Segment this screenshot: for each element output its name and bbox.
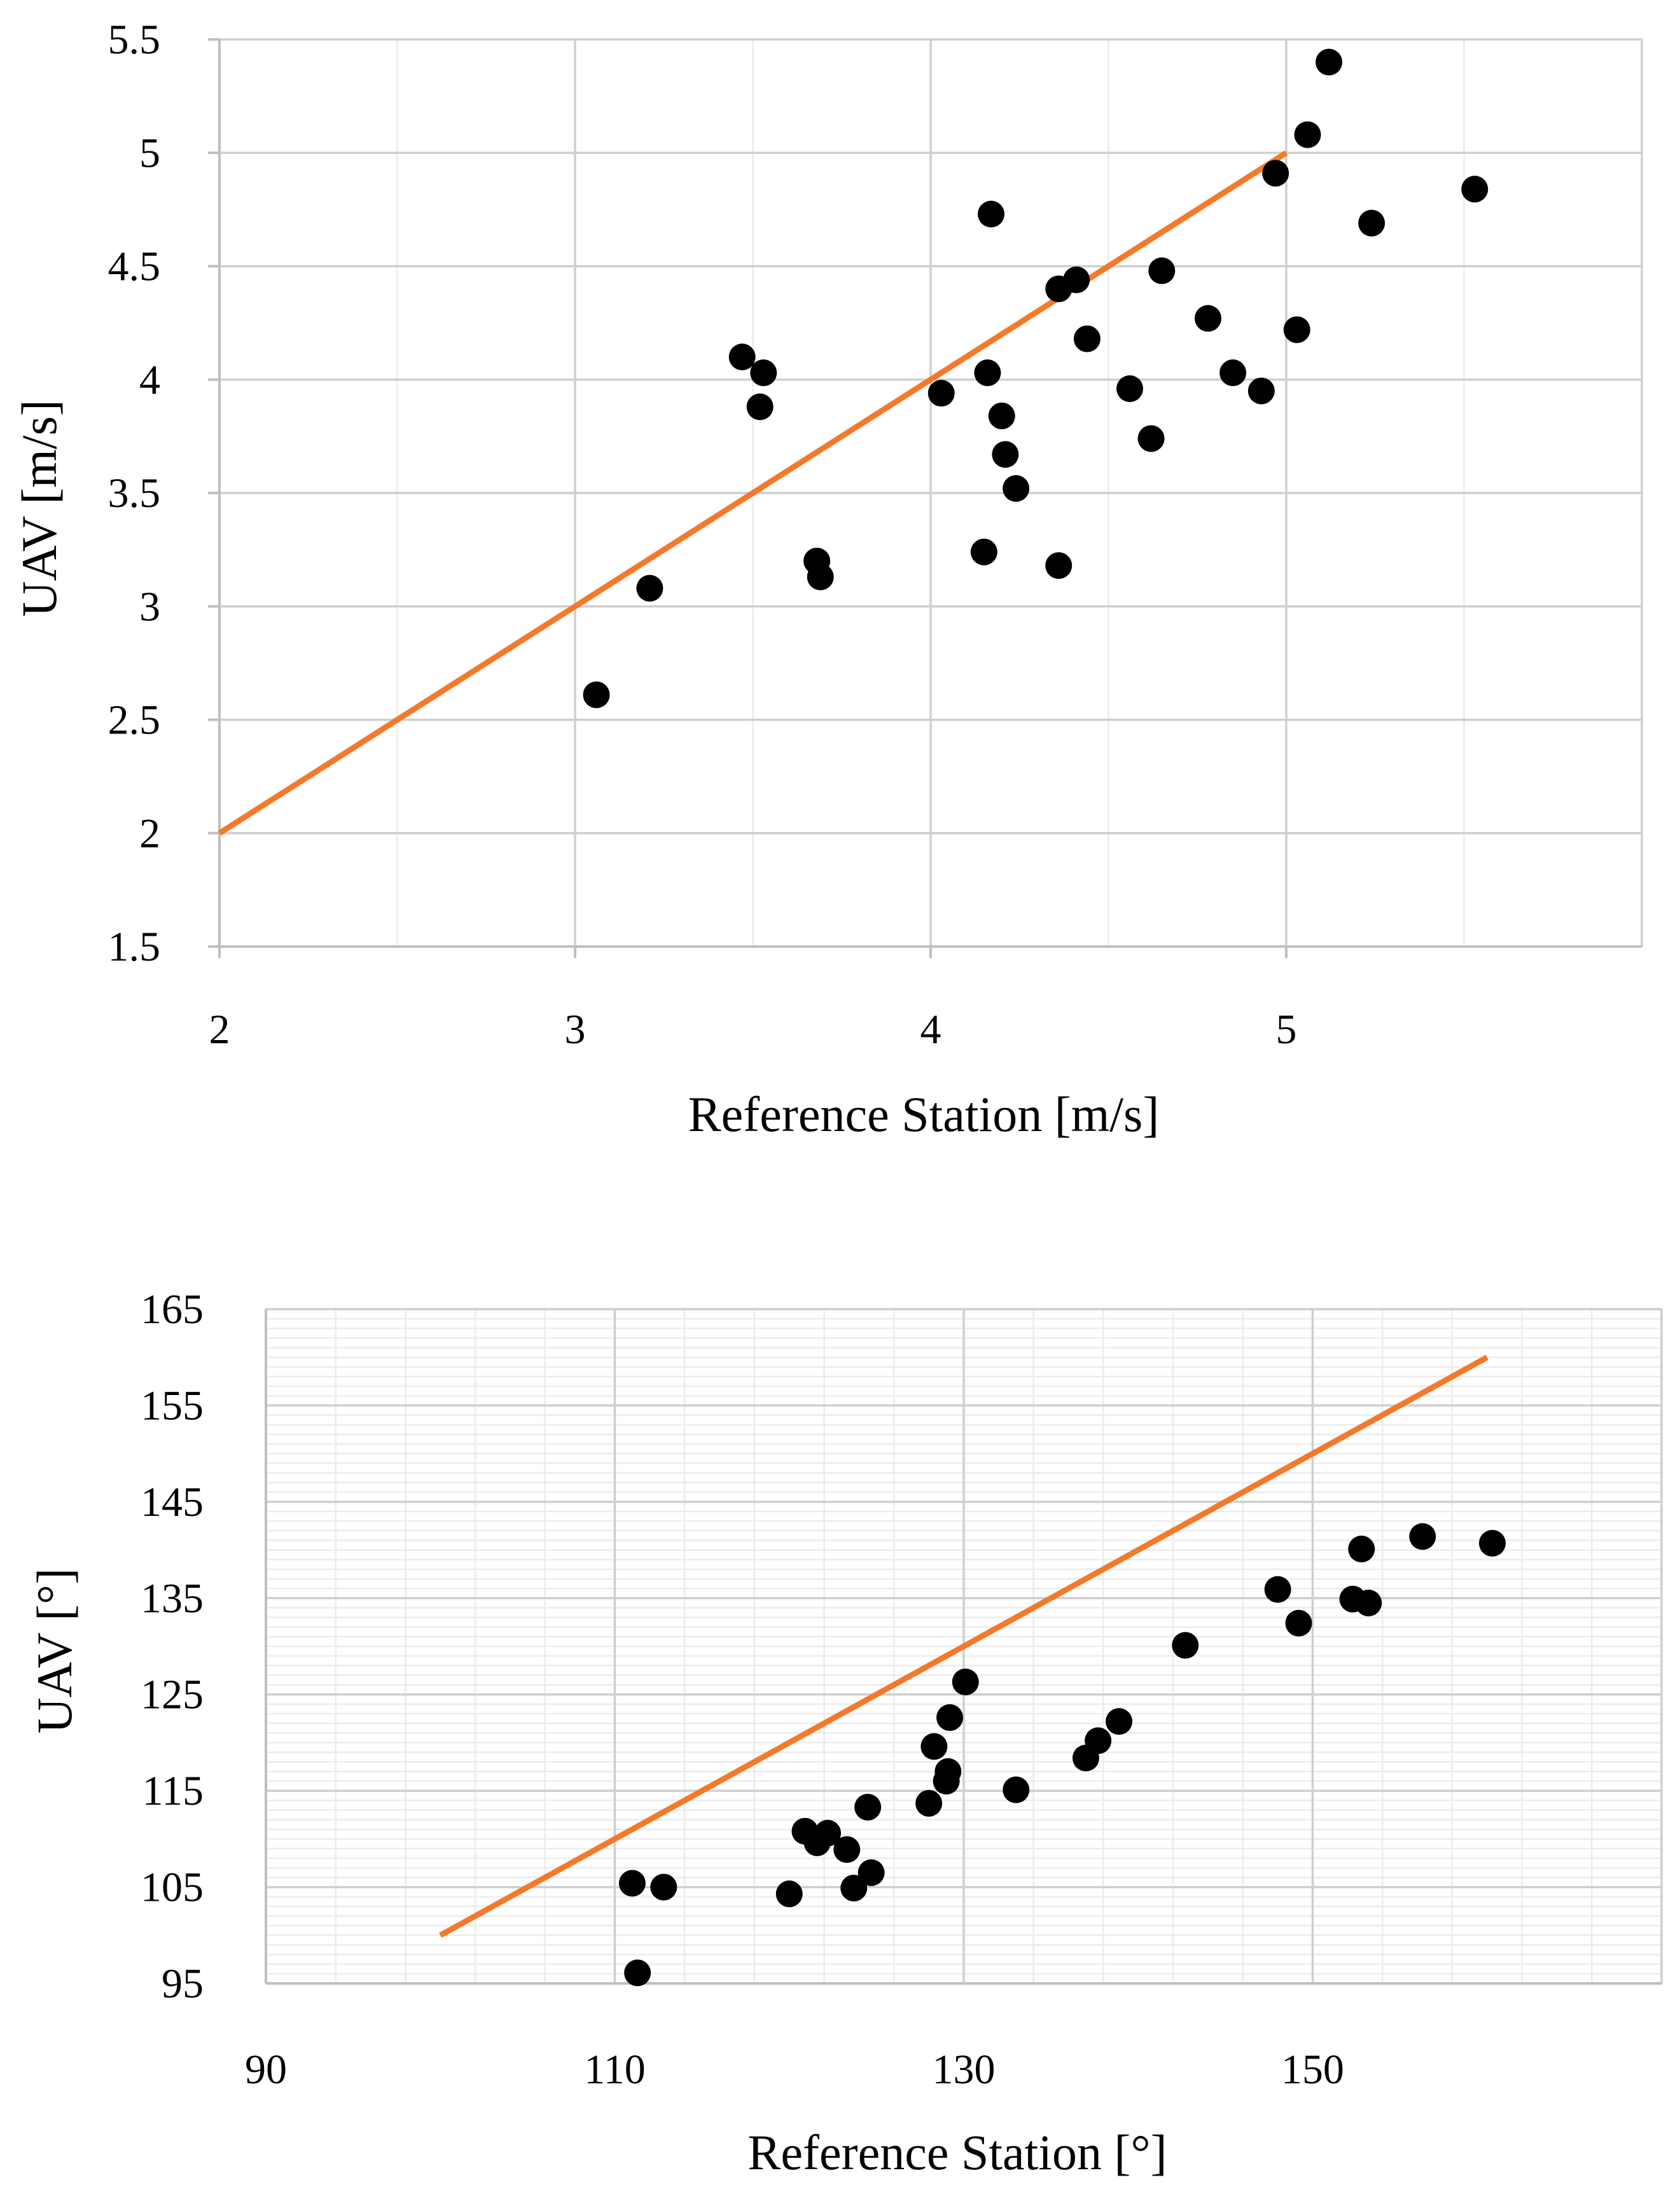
x-tick-labels: 90 110 130 150 [245, 2046, 1344, 2093]
y-tick-label: 1.5 [108, 924, 161, 970]
one-to-one-line [218, 150, 1288, 836]
data-point [936, 1704, 964, 1732]
y-tick-label: 3 [139, 583, 160, 630]
data-point [1247, 377, 1275, 405]
data-point [1085, 1727, 1112, 1754]
y-tick-label: 145 [141, 1479, 204, 1525]
data-point [1264, 1576, 1291, 1603]
y-tick-label: 5 [139, 130, 160, 176]
data-point [920, 1733, 948, 1760]
data-point [1262, 160, 1289, 187]
data-point [775, 1880, 803, 1908]
data-point [1355, 1589, 1382, 1616]
data-point [1137, 425, 1165, 452]
data-point [583, 681, 610, 709]
one-to-one-line [439, 1354, 1489, 1938]
data-points [583, 48, 1489, 709]
data-point [1294, 121, 1321, 148]
data-point [1409, 1523, 1436, 1550]
data-point [746, 393, 774, 420]
y-axis-title: UAV [m/s] [11, 399, 67, 617]
data-point [854, 1793, 882, 1821]
y-tick-label: 4 [139, 357, 160, 403]
data-point [814, 1819, 842, 1847]
data-point [1073, 325, 1100, 352]
data-point [857, 1859, 885, 1886]
data-point [1348, 1536, 1375, 1563]
wind-direction-chart: 95 105 115 125 135 145 155 165 90 110 130 150 Refe… [27, 1286, 1663, 2180]
data-point [833, 1836, 861, 1863]
y-tick-label: 105 [141, 1864, 204, 1911]
x-axis-title: Reference Station [m/s] [688, 1087, 1160, 1142]
data-points [618, 1523, 1506, 1987]
x-tick-label: 130 [933, 2046, 996, 2093]
data-point [1195, 305, 1222, 332]
data-point [650, 1873, 677, 1901]
data-point [840, 1875, 868, 1902]
data-point [1045, 552, 1073, 580]
data-point [970, 538, 997, 566]
y-tick-label: 115 [142, 1768, 204, 1814]
data-point [1316, 48, 1343, 76]
x-tick-label: 150 [1281, 2046, 1344, 2093]
axis-lines [208, 38, 1642, 958]
y-tick-label: 4.5 [108, 244, 161, 290]
data-point [927, 380, 955, 407]
data-point [624, 1959, 651, 1987]
data-point [1003, 1776, 1030, 1803]
one-to-one-line-segment [218, 150, 1288, 836]
data-point [974, 359, 1001, 387]
y-tick-label: 3.5 [108, 470, 161, 517]
y-tick-label: 155 [141, 1382, 204, 1429]
x-tick-labels: 2 3 4 5 [209, 1006, 1297, 1053]
data-point [915, 1789, 943, 1817]
data-point [978, 200, 1005, 228]
data-point [1106, 1708, 1133, 1735]
y-tick-label: 5.5 [108, 17, 161, 63]
data-point [1116, 375, 1144, 403]
data-point [934, 1758, 962, 1785]
data-point [807, 563, 834, 590]
wind-speed-chart: 1.5 2 2.5 3 3.5 4 4.5 5 5.5 2 3 4 5 Reference Stati… [11, 17, 1643, 1142]
data-point [988, 402, 1015, 429]
data-point [992, 441, 1019, 468]
data-point [618, 1870, 646, 1897]
data-point [750, 359, 777, 387]
x-tick-label: 3 [565, 1006, 586, 1053]
x-axis-title: Reference Station [°] [747, 2125, 1167, 2180]
data-point [1285, 1609, 1312, 1637]
x-tick-label: 5 [1276, 1006, 1297, 1053]
y-tick-label: 2.5 [108, 697, 161, 744]
y-tick-label: 165 [141, 1286, 204, 1333]
y-axis-title: UAV [°] [27, 1568, 82, 1733]
one-to-one-line-segment [439, 1354, 1489, 1938]
data-point [1358, 209, 1385, 237]
data-point [728, 344, 756, 371]
x-tick-label: 90 [245, 2046, 287, 2093]
data-point [1063, 266, 1090, 293]
y-tick-label: 135 [141, 1575, 204, 1621]
data-point [952, 1669, 979, 1696]
axis-lines [265, 1309, 1662, 1985]
x-tick-label: 2 [209, 1006, 230, 1053]
data-point [1219, 359, 1247, 387]
y-tick-label: 125 [141, 1672, 204, 1718]
y-tick-label: 95 [162, 1961, 204, 2007]
x-tick-label: 4 [920, 1006, 941, 1053]
data-point [1283, 316, 1310, 344]
data-point [1148, 257, 1176, 284]
y-tick-labels: 95 105 115 125 135 145 155 165 [141, 1286, 204, 2007]
data-point [1172, 1632, 1199, 1659]
data-point [636, 574, 663, 602]
data-point [1461, 176, 1489, 203]
y-tick-label: 2 [139, 810, 160, 857]
data-point [1003, 475, 1030, 502]
major-grid [218, 38, 1643, 948]
y-tick-labels: 1.5 2 2.5 3 3.5 4 4.5 5 5.5 [108, 17, 161, 970]
data-point [1478, 1529, 1506, 1557]
x-tick-label: 110 [584, 2046, 646, 2093]
